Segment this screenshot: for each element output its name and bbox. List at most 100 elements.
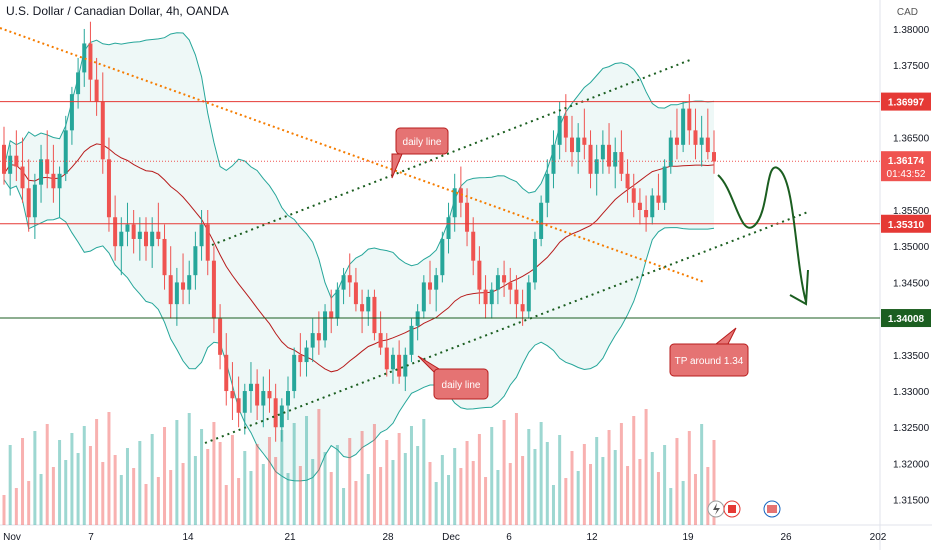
volume-bar — [434, 482, 438, 525]
candle — [69, 86, 74, 145]
candle — [674, 108, 679, 160]
candle — [230, 362, 235, 420]
volume-bar — [305, 416, 309, 525]
volume-bar — [551, 485, 555, 525]
candle-body — [693, 130, 698, 145]
volume-bar — [181, 463, 185, 525]
volume-bar — [249, 471, 253, 525]
candle — [341, 267, 346, 305]
candle-body — [508, 282, 513, 290]
candle-body — [131, 224, 136, 239]
candle-body — [69, 94, 74, 131]
candle — [631, 173, 636, 218]
candle-body — [360, 304, 365, 312]
candle-body — [45, 159, 50, 174]
volume-bar — [317, 409, 321, 525]
candle-body — [137, 231, 142, 239]
currency-label: CAD — [896, 7, 918, 18]
volume-bar — [243, 451, 247, 525]
candle — [458, 166, 463, 218]
candle — [174, 267, 179, 326]
candle — [137, 217, 142, 261]
volume-bar — [218, 442, 222, 525]
callout-text: TP around 1.34 — [675, 356, 744, 367]
candle — [366, 289, 371, 326]
price-tick-label: 1.31500 — [893, 496, 930, 507]
candle-body — [57, 173, 62, 189]
candle — [211, 246, 216, 334]
candle — [539, 195, 544, 247]
candle-body — [20, 166, 25, 189]
countdown-label: 01:43:52 — [887, 169, 926, 180]
volume-bar — [14, 488, 18, 525]
candle — [434, 267, 439, 312]
candle-body — [286, 391, 290, 406]
volume-bar — [169, 470, 173, 525]
candle-body — [699, 137, 704, 145]
candle — [193, 231, 198, 290]
volume-bar — [576, 471, 580, 525]
volume-bar — [613, 450, 617, 525]
canada-flag-glyph — [728, 505, 736, 513]
candle-body — [63, 130, 68, 174]
volume-bar — [477, 434, 481, 525]
volume-bar — [156, 477, 160, 525]
candle-body — [187, 275, 192, 290]
candle-body — [218, 318, 223, 355]
volume-bar — [76, 453, 80, 525]
volume-bar — [45, 424, 49, 525]
candle — [236, 376, 241, 428]
time-tick-label: 26 — [780, 532, 792, 543]
candle — [477, 246, 482, 305]
candle-body — [353, 282, 358, 305]
time-tick-label: 28 — [382, 532, 394, 543]
volume-bar — [693, 474, 697, 525]
candle — [14, 130, 19, 182]
candle-body — [248, 383, 253, 392]
volume-bar — [453, 448, 457, 525]
volume-bar — [687, 431, 691, 525]
candle-body — [8, 155, 13, 174]
volume-bar — [681, 481, 685, 525]
candle-body — [520, 304, 525, 312]
candle — [397, 340, 402, 384]
candle — [403, 347, 408, 392]
candle — [489, 282, 494, 319]
candle-body — [674, 137, 679, 145]
candle-body — [495, 275, 500, 290]
candle-body — [255, 383, 260, 406]
volume-bar — [385, 440, 389, 525]
candle-body — [94, 79, 99, 102]
candle — [26, 159, 31, 232]
candle-body — [279, 405, 284, 428]
candle-body — [76, 72, 81, 95]
candle — [310, 318, 315, 363]
volume-bar — [64, 460, 68, 525]
volume-bar — [700, 424, 704, 525]
volume-bar — [663, 445, 667, 525]
volume-bar — [366, 474, 370, 525]
candle — [681, 101, 686, 153]
candle-body — [514, 289, 519, 305]
candle — [563, 94, 568, 153]
candle — [613, 137, 618, 189]
candle-body — [193, 246, 198, 276]
candle-body — [440, 238, 445, 276]
candle — [329, 289, 334, 334]
projection-arrowhead — [789, 269, 809, 306]
volume-bar — [409, 426, 413, 525]
callout-pointer — [714, 327, 737, 345]
candle-body — [563, 115, 568, 138]
volume-bar — [619, 423, 623, 525]
candle — [45, 130, 50, 189]
candle — [693, 108, 698, 160]
volume-bar — [329, 472, 333, 525]
candle — [452, 173, 457, 232]
candle — [181, 253, 186, 305]
candle — [409, 318, 414, 363]
volume-bar — [144, 484, 148, 525]
candle — [421, 275, 426, 319]
candle-body — [390, 354, 395, 370]
volume-bar — [675, 438, 679, 525]
